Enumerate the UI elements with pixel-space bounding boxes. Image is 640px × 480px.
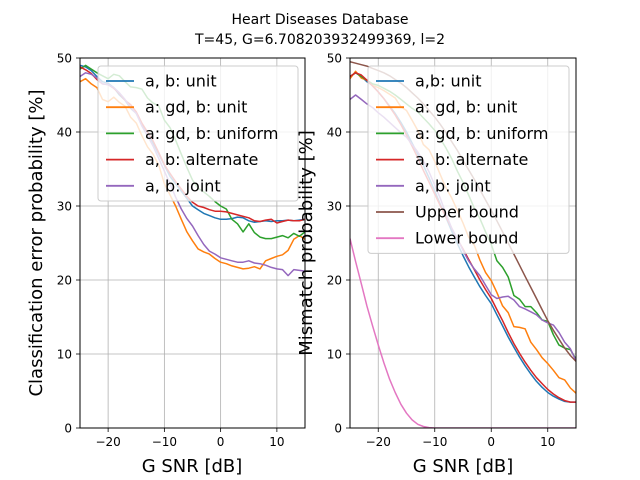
left-chart-legend-label: a: gd, b: unit: [145, 98, 247, 117]
right-chart-axes-frame: [349, 57, 577, 429]
right-chart-legend-label: a, b: joint: [415, 176, 491, 195]
left-chart-legend: a, b: unit a: gd, b: unit a: gd, b: unifor…: [97, 65, 299, 202]
left-chart-xtick-label: 0: [217, 435, 225, 449]
right-chart-panel: −20 −10 0 10 0 10 20 30 40 50 G SNR [dB] Mismatch…: [296, 52, 577, 477]
right-chart-ytick-label: 50: [327, 52, 342, 66]
right-chart-series-line: [350, 238, 576, 428]
left-chart-ytick-label: 30: [57, 200, 72, 214]
right-chart-legend-box: [367, 65, 570, 254]
right-chart-ytick-label: 20: [327, 274, 342, 288]
right-chart-xtick-label: −20: [366, 435, 391, 449]
right-chart-ticks: −20 −10 0 10 0 10 20 30 40 50: [327, 52, 556, 450]
left-chart-xlabel: G SNR [dB]: [142, 456, 243, 477]
right-chart-legend-label: a: gd, b: unit: [415, 98, 517, 117]
left-chart-ticks: −20 −10 0 10 0 10 20 30 40 50: [57, 52, 285, 450]
right-chart-legend-label: a,b: unit: [415, 72, 482, 91]
right-chart-legend-label: Upper bound: [415, 203, 519, 222]
right-chart-ytick-label: 30: [327, 200, 342, 214]
right-chart-legend-label: a: gd, b: uniform: [415, 124, 548, 143]
left-chart-ytick-label: 20: [57, 274, 72, 288]
left-chart-ytick-label: 50: [57, 52, 72, 66]
figure-title-line1: Heart Diseases Database: [231, 12, 408, 28]
right-chart-ytick-label: 40: [327, 126, 342, 140]
left-chart-ytick-label: 10: [57, 348, 72, 362]
left-chart-ytick-label: 0: [64, 422, 72, 436]
left-chart-legend-label: a, b: alternate: [145, 150, 258, 169]
right-chart-legend-label: Lower bound: [415, 229, 518, 248]
figure-title-line2: T=45, G=6.708203932499369, l=2: [194, 32, 445, 48]
right-chart-ytick-label: 0: [334, 422, 342, 436]
left-chart-legend-label: a: gd, b: uniform: [145, 124, 278, 143]
right-chart-legend: a,b: unit a: gd, b: unit a: gd, b: uniform…: [367, 65, 570, 254]
left-chart-ylabel: Classification error probability [%]: [26, 89, 47, 396]
right-chart-xlabel: G SNR [dB]: [413, 456, 514, 477]
right-chart-xtick-label: −10: [422, 435, 447, 449]
left-chart-xtick-label: 10: [269, 435, 284, 449]
left-chart-axes-frame: [79, 57, 306, 429]
right-chart-xtick-label: 10: [540, 435, 555, 449]
right-chart-xtick-label: 0: [487, 435, 495, 449]
right-chart-legend-label: a, b: alternate: [415, 150, 528, 169]
left-chart-legend-label: a, b: unit: [145, 72, 217, 91]
left-chart-xtick-label: −20: [95, 435, 120, 449]
left-chart-legend-box: [97, 65, 299, 202]
right-chart-ytick-label: 10: [327, 348, 342, 362]
right-chart-ylabel: Mismatch probability [%]: [296, 130, 317, 355]
left-chart-panel: −20 −10 0 10 0 10 20 30 40 50 G SNR [dB] Classifi…: [26, 52, 306, 477]
left-chart-xtick-label: −10: [152, 435, 177, 449]
left-chart-legend-label: a, b: joint: [145, 176, 221, 195]
left-chart-ytick-label: 40: [57, 126, 72, 140]
